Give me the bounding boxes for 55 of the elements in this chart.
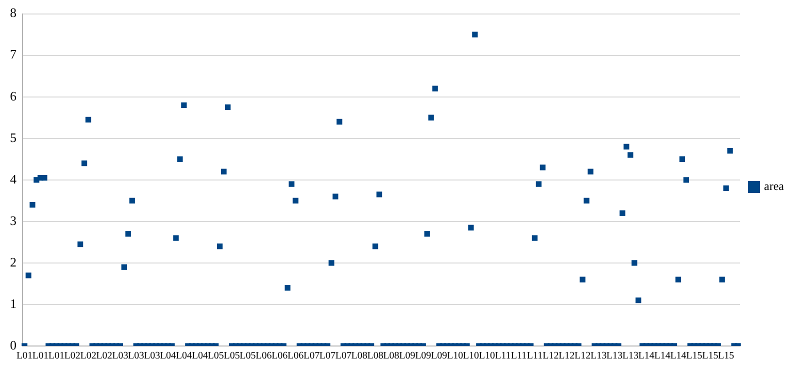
- legend-label: area: [764, 179, 785, 194]
- x-tick-label: L01: [32, 350, 48, 362]
- x-tick-label: L06: [256, 350, 272, 362]
- x-tick-label: L07: [319, 350, 336, 362]
- x-tick-label: L15: [702, 350, 718, 362]
- x-tick-label: L03: [128, 350, 144, 362]
- x-tick-label: L04: [160, 350, 176, 362]
- x-tick-label: L08: [351, 350, 368, 362]
- x-tick-label: L10: [446, 350, 464, 362]
- y-tick-label: 5: [10, 130, 16, 145]
- x-tick-label: L12: [558, 350, 575, 362]
- x-tick-label: L04: [176, 350, 192, 362]
- x-tick-label: L13: [606, 350, 623, 362]
- x-tick-label: L02: [96, 350, 112, 362]
- x-tick-label: L09: [399, 350, 416, 362]
- x-tick-label: L08: [383, 350, 400, 362]
- x-tick-label: L06: [272, 350, 288, 362]
- x-tick-label: L13: [590, 350, 607, 362]
- x-tick-label: L15: [718, 350, 734, 362]
- x-tick-label: L03: [112, 350, 128, 362]
- x-tick-label: L14: [654, 350, 670, 362]
- x-tick-label: L07: [303, 350, 320, 362]
- y-tick-label: 6: [10, 88, 17, 104]
- x-tick-label: L05: [224, 350, 240, 362]
- x-tick-label: L06: [288, 350, 304, 362]
- x-tick-label: L11: [494, 350, 511, 362]
- x-tick-label: L03: [144, 350, 160, 362]
- x-tick-label: L09: [431, 350, 448, 362]
- y-tick-label: 8: [10, 5, 16, 20]
- x-tick-label: L12: [542, 350, 559, 362]
- x-tick-label: L14: [670, 350, 686, 362]
- y-tick-label: 3: [10, 212, 16, 228]
- x-tick-label: L02: [80, 350, 96, 362]
- x-tick-label: L14: [638, 350, 654, 362]
- x-tick-label: L05: [208, 350, 224, 362]
- x-tick-label: L07: [335, 350, 352, 362]
- x-tick-label: L08: [367, 350, 384, 362]
- x-tick-label: L01: [16, 350, 33, 362]
- x-tick-label: L09: [415, 350, 432, 362]
- x-tick-label: L02: [64, 350, 80, 362]
- y-tick-label: 4: [10, 171, 17, 186]
- y-tick-label: 2: [10, 254, 16, 270]
- x-tick-label: L13: [622, 350, 638, 362]
- x-tick-label: L01: [48, 350, 64, 362]
- x-tick-label: L10: [478, 350, 495, 362]
- x-tick-label: L05: [240, 350, 256, 362]
- y-tick-label: 1: [10, 296, 16, 311]
- x-tick-label: L15: [686, 350, 702, 362]
- x-tick-label: L12: [574, 350, 591, 362]
- y-tick-label: 0: [10, 337, 16, 352]
- x-tick-label: L10: [462, 350, 480, 362]
- y-tick-label: 7: [10, 46, 17, 62]
- x-tick-label: L11: [526, 350, 543, 362]
- x-tick-label: L11: [510, 350, 527, 362]
- x-tick-label: L04: [192, 350, 208, 362]
